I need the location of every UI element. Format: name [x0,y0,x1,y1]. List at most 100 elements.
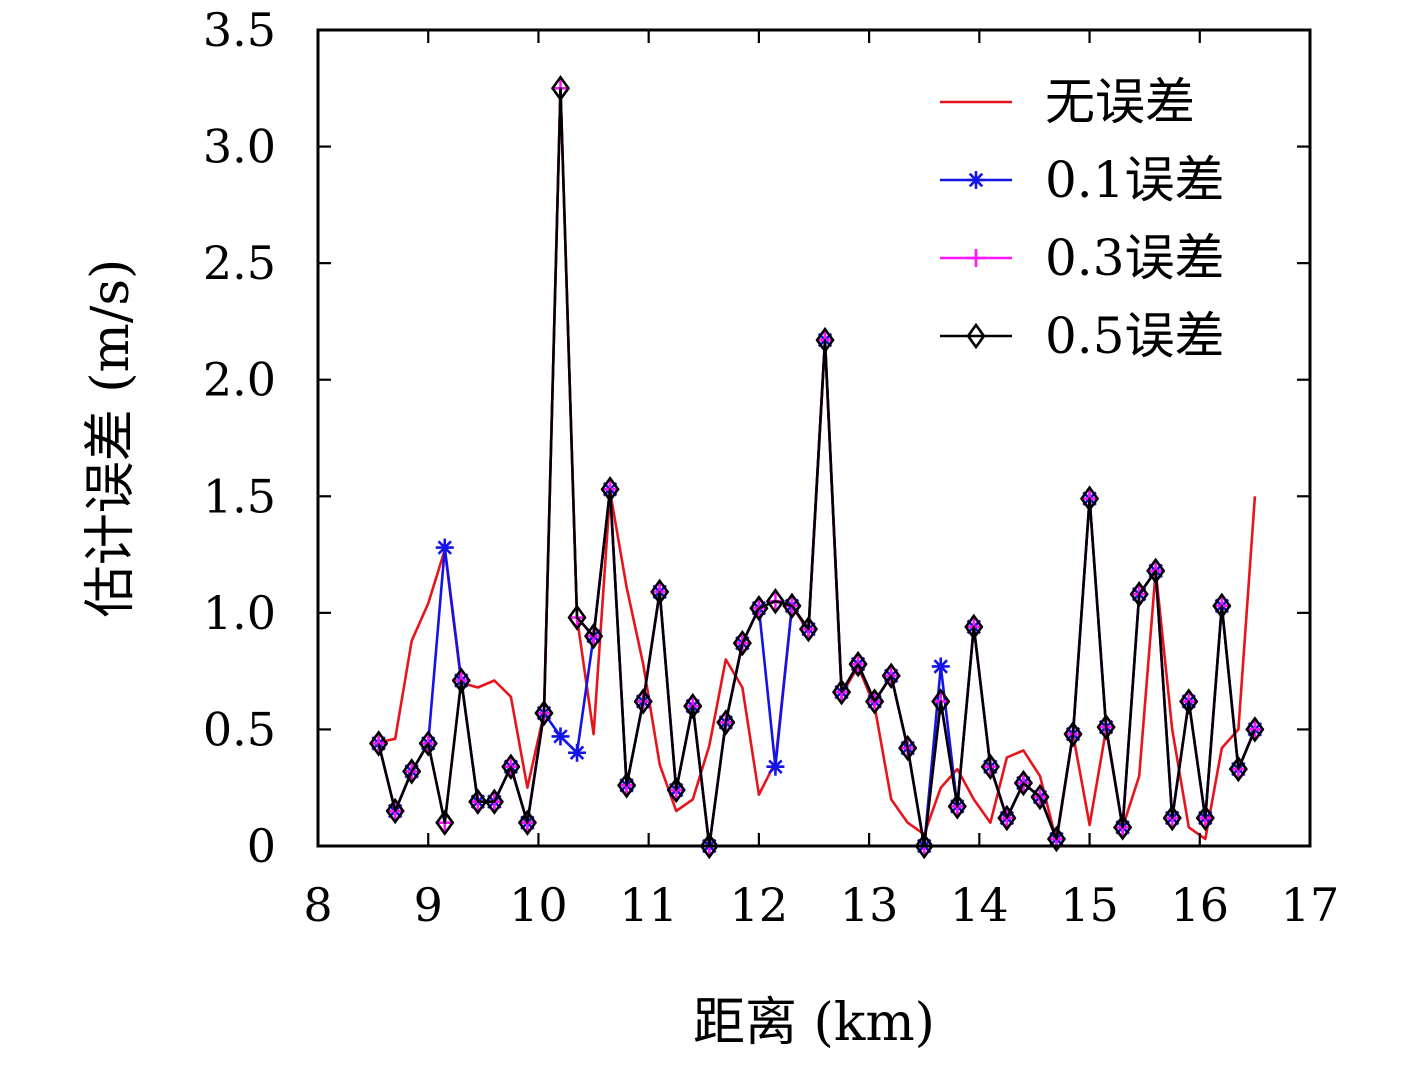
data-point [1046,825,1067,853]
data-point [947,793,967,820]
data-point [468,788,488,815]
data-point [1030,783,1050,811]
y-tick-label: 2.5 [203,236,276,290]
legend-entry: 无误差 [940,73,1195,131]
data-point [881,662,901,690]
x-tick-label: 16 [1171,878,1230,932]
y-tick-label: 0.5 [203,702,276,756]
legend: 无误差 0.1误差 0.3误差 0.5误差 [940,73,1225,365]
data-point [997,804,1017,832]
x-tick-label: 13 [840,878,899,932]
x-tick-label: 12 [730,878,789,932]
data-point [931,657,950,676]
legend-label: 0.5误差 [1045,307,1225,365]
legend-marker [966,322,986,350]
x-tick-label: 10 [509,878,568,932]
legend-entry: 0.3误差 [940,229,1225,287]
data-point [865,688,885,715]
y-tick-label: 1.5 [203,469,276,523]
data-point [980,753,1000,780]
data-point [1245,716,1265,743]
data-point [369,730,389,757]
data-point [1228,755,1248,783]
data-point [1129,580,1149,608]
data-point [484,788,504,815]
data-point [716,709,736,736]
data-point [964,613,984,641]
data-point [1096,713,1116,741]
data-point [1179,688,1199,715]
data-point [501,753,521,780]
data-point [683,692,703,720]
data-point [385,797,405,825]
y-tick-label: 1.0 [203,586,276,640]
y-tick-label: 2.0 [203,353,276,407]
data-point [418,730,438,757]
x-tick-label: 9 [414,878,443,932]
legend-label: 0.1误差 [1045,151,1225,209]
legend-label: 0.3误差 [1045,229,1225,287]
legend-entry: 0.5误差 [940,307,1225,365]
plot-frame [316,28,1312,848]
y-axis-title: 估计误差 (m/s) [81,259,141,618]
series-layer [369,75,1265,860]
data-point [517,809,537,836]
data-point [732,629,752,657]
data-point [931,688,951,715]
data-point [1080,485,1100,512]
series-4 [369,75,1265,860]
data-point [551,727,570,746]
data-point [617,772,637,799]
legend-entry: 0.1误差 [940,151,1225,209]
data-point [567,604,587,631]
data-point [848,650,868,678]
data-point [914,832,934,860]
data-point [815,326,835,354]
data-point [584,622,604,650]
legend-label: 无误差 [1045,73,1195,131]
data-point [1162,804,1182,832]
data-point-stroke [569,745,585,760]
x-axis-title: 距离 (km) [693,993,935,1053]
data-point [1063,720,1083,748]
data-point [666,776,686,804]
data-point [832,678,852,706]
y-tick-label: 3.0 [203,120,276,174]
data-point [600,476,620,503]
data-point [435,809,455,836]
data-point [1113,814,1133,841]
data-point [568,743,587,762]
data-point [650,578,670,606]
ticks-layer: 8 9 10 11 12 13 14 15 16 17 0 0.5 1.0 1.5 2.0 2.5 3.0 3.5 [203,3,1339,932]
y-tick-label: 0 [247,819,276,873]
data-point [402,758,422,785]
data-point [534,699,554,727]
legend-marker [967,171,985,189]
data-point [798,615,819,643]
data-point [749,594,769,622]
y-tick-label: 3.5 [203,3,276,57]
data-point-stroke [437,540,452,555]
legend-marker-stroke [968,172,984,188]
data-point [633,688,653,715]
data-point-stroke [553,729,568,744]
data-point [898,734,918,762]
data-point [1195,804,1215,832]
data-point [1212,592,1232,620]
legend-marker [967,249,985,267]
data-point-stroke [768,759,783,774]
x-tick-label: 17 [1281,878,1340,932]
x-tick-label: 15 [1060,878,1119,932]
data-point [550,75,571,102]
data-point [1013,769,1033,797]
data-point [1146,557,1166,585]
data-point [782,592,802,620]
x-tick-label: 14 [950,878,1009,932]
series-2 [369,331,1264,855]
data-point-stroke [933,659,948,674]
data-point [699,832,719,860]
x-tick-label: 11 [619,878,678,932]
x-tick-label: 8 [303,878,332,932]
data-point [451,667,471,694]
